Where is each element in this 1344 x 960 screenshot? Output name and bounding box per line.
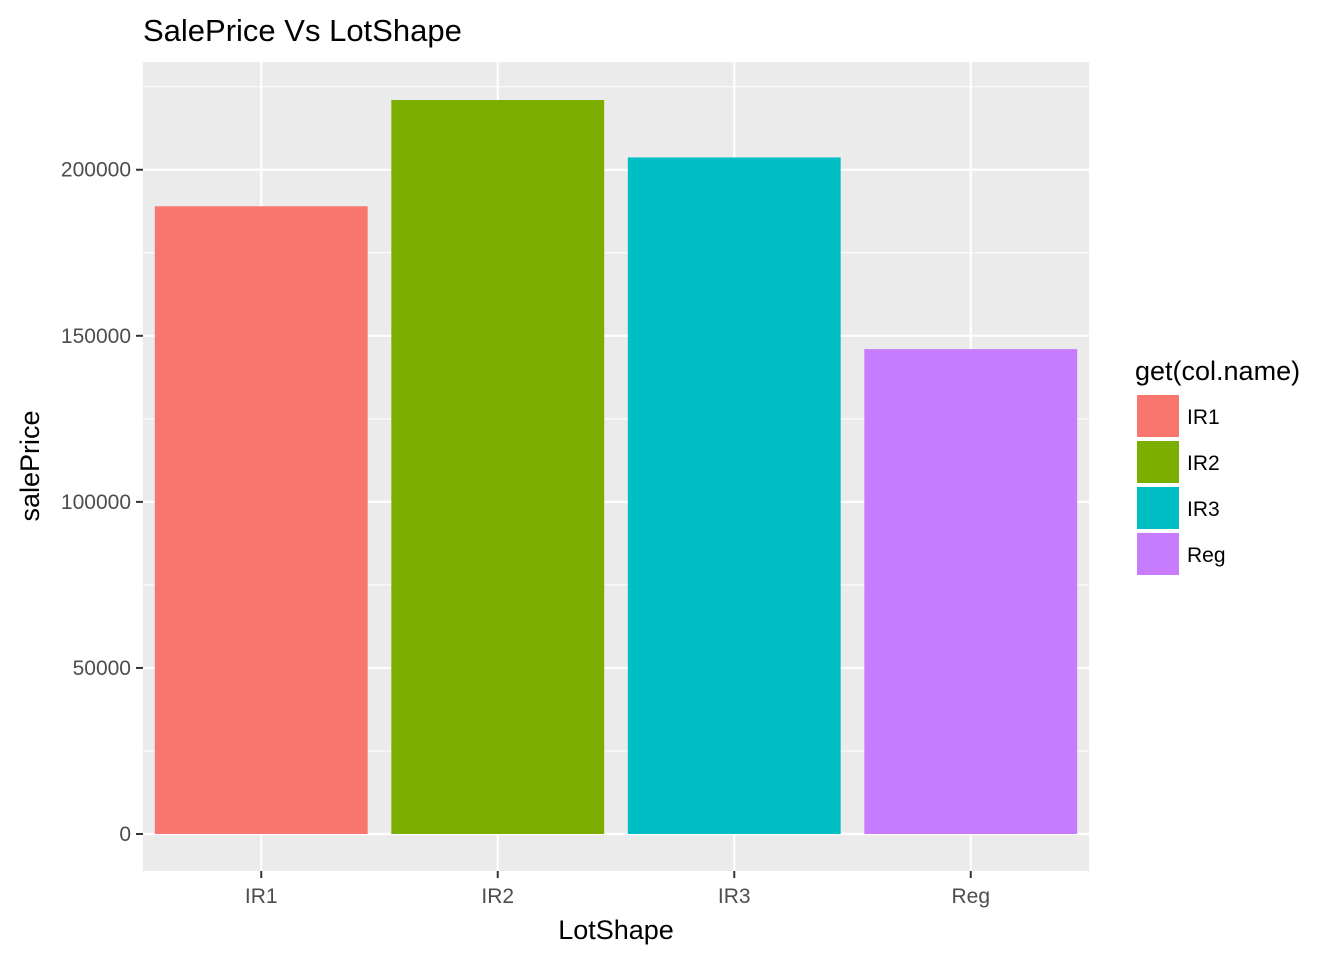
bars — [154, 100, 1078, 835]
legend-key-ir2 — [1137, 441, 1179, 483]
legend-key-ir1 — [1137, 395, 1179, 437]
bar-ir2 — [391, 100, 605, 834]
bar-reg — [864, 349, 1078, 834]
y-tick-label: 100000 — [61, 491, 131, 514]
x-tick-label: IR3 — [718, 885, 751, 908]
x-tick-label: IR1 — [245, 885, 278, 908]
legend-label: IR1 — [1187, 406, 1220, 429]
legend-key-reg — [1137, 533, 1179, 575]
y-tick-label: 150000 — [61, 325, 131, 348]
x-tick-label: IR2 — [481, 885, 514, 908]
x-tick-label: Reg — [951, 885, 990, 908]
y-tick-label: 200000 — [61, 159, 131, 182]
legend-title: get(col.name) — [1135, 356, 1300, 386]
legend-label: IR2 — [1187, 452, 1220, 475]
bar-ir3 — [627, 157, 841, 835]
chart-title: SalePrice Vs LotShape — [143, 13, 462, 48]
legend-label: IR3 — [1187, 498, 1220, 521]
y-tick-label: 50000 — [73, 657, 131, 680]
y-tick-label: 0 — [119, 823, 131, 846]
legend-key-ir3 — [1137, 487, 1179, 529]
y-axis-title: salePrice — [15, 410, 45, 521]
legend-label: Reg — [1187, 544, 1226, 567]
legend: get(col.name) IR1 IR2 IR3 Reg — [1135, 356, 1300, 575]
x-axis: IR1 IR2 IR3 Reg — [245, 871, 990, 908]
bar-ir1 — [154, 206, 368, 835]
x-axis-title: LotShape — [558, 915, 674, 945]
y-axis: 0 50000 100000 150000 200000 — [61, 159, 143, 846]
